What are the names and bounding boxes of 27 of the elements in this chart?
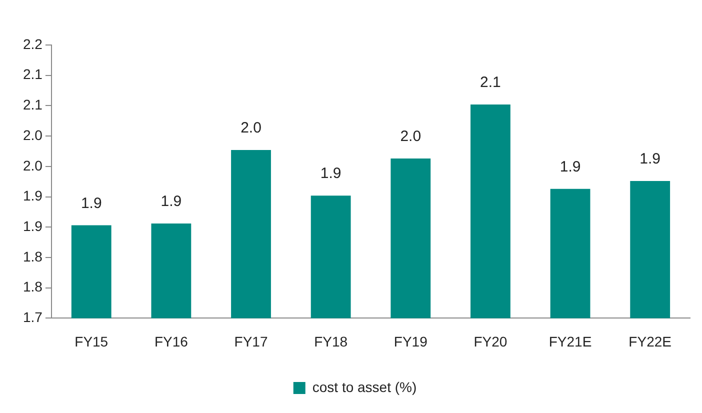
y-tick-label: 2.1 bbox=[22, 96, 43, 113]
data-label: 2.0 bbox=[400, 128, 422, 146]
data-label: 1.9 bbox=[560, 158, 581, 176]
x-tick-label: FY18 bbox=[314, 333, 348, 350]
x-tick-label: FY22E bbox=[628, 333, 672, 350]
x-tick-label: FY21E bbox=[548, 333, 592, 350]
data-label: 1.9 bbox=[320, 165, 342, 182]
y-tick-label: 1.8 bbox=[22, 248, 43, 264]
x-tick-label: FY16 bbox=[154, 333, 188, 350]
y-tick-label: 2.0 bbox=[22, 157, 43, 174]
y-tick-label: 2.2 bbox=[22, 36, 43, 52]
legend-label: cost to asset (%) bbox=[312, 378, 417, 395]
y-tick-label: 2.1 bbox=[22, 66, 43, 82]
data-label: 2.1 bbox=[480, 74, 501, 92]
y-tick-label: 2.0 bbox=[22, 126, 43, 143]
data-label: 1.9 bbox=[160, 193, 182, 210]
y-tick-label: 1.8 bbox=[22, 278, 43, 295]
data-label: 2.0 bbox=[240, 120, 262, 137]
y-tick-label: 1.9 bbox=[22, 218, 43, 234]
x-tick-label: FY19 bbox=[394, 333, 428, 350]
data-label: 1.9 bbox=[80, 194, 102, 212]
data-label: 1.9 bbox=[640, 150, 661, 168]
y-tick-label: 1.7 bbox=[22, 309, 43, 326]
x-tick-label: FY15 bbox=[74, 333, 108, 350]
y-tick-label: 1.9 bbox=[22, 188, 43, 204]
x-tick-label: FY17 bbox=[234, 333, 268, 350]
x-tick-label: FY20 bbox=[474, 333, 508, 350]
